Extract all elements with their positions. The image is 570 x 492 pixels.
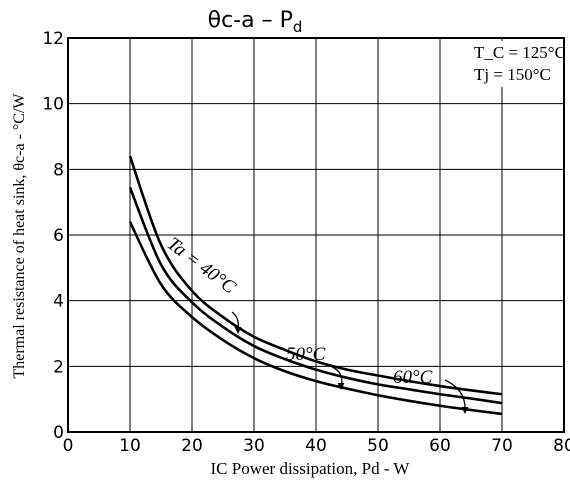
x-axis-label: IC Power dissipation, Pd - W — [211, 459, 411, 478]
x-tick-label-1: 10 — [119, 436, 141, 456]
chart-title: θc-a – Pd — [208, 8, 303, 36]
leader-line-2 — [444, 379, 466, 411]
label-ta-50: 50°C — [286, 344, 326, 365]
leader-arrow-1 — [337, 383, 345, 390]
conditions-box: T_C = 125°C Tj = 150°C — [470, 41, 566, 87]
y-tick-label-2: 4 — [53, 292, 64, 312]
condition-tj: Tj = 150°C — [474, 65, 551, 84]
x-tick-label-3: 30 — [243, 436, 265, 456]
label-ta-40: Ta = 40°C — [163, 233, 240, 298]
series-curve-1 — [128, 186, 503, 405]
y-tick-labels: 0 2 4 6 8 10 12 — [42, 29, 64, 443]
y-tick-label-5: 10 — [42, 95, 64, 115]
leader-arrow-0 — [234, 327, 242, 334]
conditions-background — [470, 41, 562, 87]
x-tick-label-0: 0 — [63, 436, 74, 456]
grid-lines — [67, 37, 565, 433]
chart-title-subscript: d — [293, 18, 303, 36]
x-tick-label-7: 70 — [491, 436, 513, 456]
y-axis-label: Thermal resistance of heat sink, θc-a - … — [11, 93, 28, 379]
series-curve-2 — [128, 221, 503, 416]
condition-tc: T_C = 125°C — [474, 43, 566, 62]
label-leaders — [231, 311, 469, 414]
x-tick-label-2: 20 — [181, 436, 203, 456]
y-tick-label-6: 12 — [42, 29, 64, 49]
y-tick-label-0: 0 — [53, 423, 64, 443]
x-tick-label-6: 60 — [429, 436, 451, 456]
series-curve-0 — [128, 155, 503, 396]
plot-frame — [67, 37, 565, 433]
x-tick-label-5: 50 — [367, 436, 389, 456]
y-tick-label-1: 2 — [53, 357, 64, 377]
x-tick-label-8: 80 — [553, 436, 570, 456]
series-curves — [128, 155, 503, 416]
x-tick-label-4: 40 — [305, 436, 327, 456]
y-tick-label-4: 8 — [53, 160, 64, 180]
chart-title-main: θc-a – P — [208, 8, 293, 33]
label-ta-60: 60°C — [393, 367, 433, 388]
x-tick-labels: 0 10 20 30 40 50 60 70 80 — [63, 436, 570, 456]
leader-arrow-2 — [461, 407, 469, 414]
y-tick-label-3: 6 — [53, 226, 64, 246]
